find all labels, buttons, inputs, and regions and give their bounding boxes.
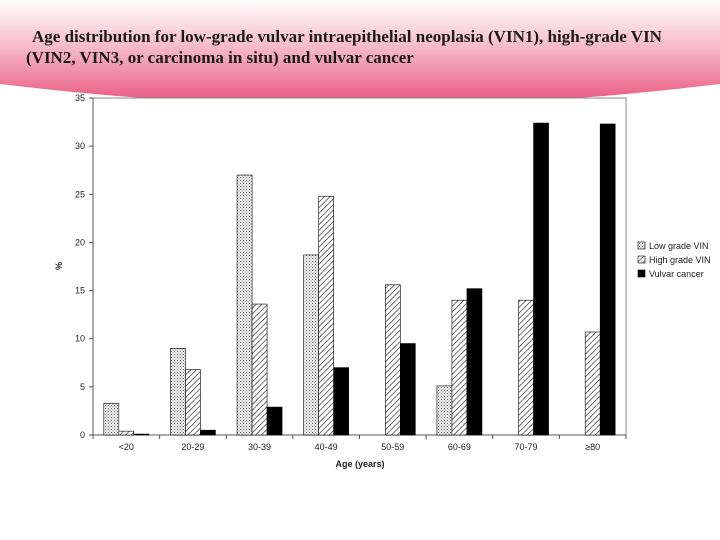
bar-solid-0 bbox=[133, 433, 150, 436]
x-tick-label: 60-69 bbox=[448, 442, 471, 452]
bar-diagonal-7 bbox=[584, 331, 601, 436]
legend-label: Vulvar cancer bbox=[649, 269, 704, 279]
bar-diagonal-3 bbox=[318, 195, 334, 436]
legend-label: High grade VIN bbox=[649, 255, 711, 265]
x-tick-label: 20-29 bbox=[181, 442, 204, 452]
y-axis-label: % bbox=[54, 262, 64, 270]
bar-solid-5 bbox=[466, 288, 483, 436]
bar-solid-2 bbox=[266, 406, 283, 436]
x-tick-label: <20 bbox=[119, 442, 134, 452]
y-tick-label: 5 bbox=[80, 382, 85, 392]
bar-dots-0 bbox=[103, 402, 120, 436]
legend-label: Low grade VIN bbox=[649, 241, 709, 251]
bars bbox=[103, 122, 616, 436]
slide-title: Age distribution for low-grade vulvar in… bbox=[26, 27, 662, 67]
x-axis: <20 20-29 30-39 40-49 50-59 60-69 70-79 ≥80 bbox=[92, 434, 627, 452]
bar-diagonal-0 bbox=[118, 430, 135, 436]
bar-solid-1 bbox=[200, 429, 216, 436]
x-tick-label: ≥80 bbox=[585, 442, 600, 452]
y-tick-label: 35 bbox=[75, 93, 85, 103]
y-tick-label: 20 bbox=[75, 237, 85, 247]
bar-solid-7 bbox=[599, 123, 616, 436]
x-axis-label: Age (years) bbox=[335, 459, 384, 469]
bar-dots-2 bbox=[236, 174, 253, 436]
bar-dots-5 bbox=[436, 385, 453, 436]
bar-diagonal-1 bbox=[185, 369, 201, 436]
bar-diagonal-5 bbox=[451, 299, 468, 436]
x-tick-label: 40-49 bbox=[315, 442, 338, 452]
legend: Low grade VIN High grade VIN Vulvar cancer bbox=[637, 241, 711, 279]
y-axis: 0 5 10 15 20 25 30 35 bbox=[75, 93, 94, 440]
bar-diagonal-6 bbox=[518, 299, 534, 436]
y-tick-label: 25 bbox=[75, 189, 85, 199]
bar-solid-6 bbox=[533, 122, 549, 436]
x-tick-label: 70-79 bbox=[515, 442, 538, 452]
legend-swatch bbox=[637, 255, 646, 264]
bar-solid-4 bbox=[400, 343, 416, 436]
bar-solid-3 bbox=[333, 367, 349, 436]
y-tick-label: 15 bbox=[75, 286, 85, 296]
bar-dots-3 bbox=[303, 254, 319, 436]
x-tick-label: 30-39 bbox=[248, 442, 271, 452]
legend-swatch bbox=[637, 241, 646, 250]
bar-dots-1 bbox=[170, 348, 186, 436]
legend-swatch bbox=[637, 269, 646, 278]
y-tick-label: 10 bbox=[75, 334, 85, 344]
y-tick-label: 0 bbox=[80, 430, 85, 440]
bar-diagonal-4 bbox=[385, 284, 401, 436]
x-tick-label: 50-59 bbox=[381, 442, 404, 452]
bar-diagonal-2 bbox=[251, 303, 268, 436]
y-tick-label: 30 bbox=[75, 141, 85, 151]
title-banner bbox=[0, 0, 720, 106]
